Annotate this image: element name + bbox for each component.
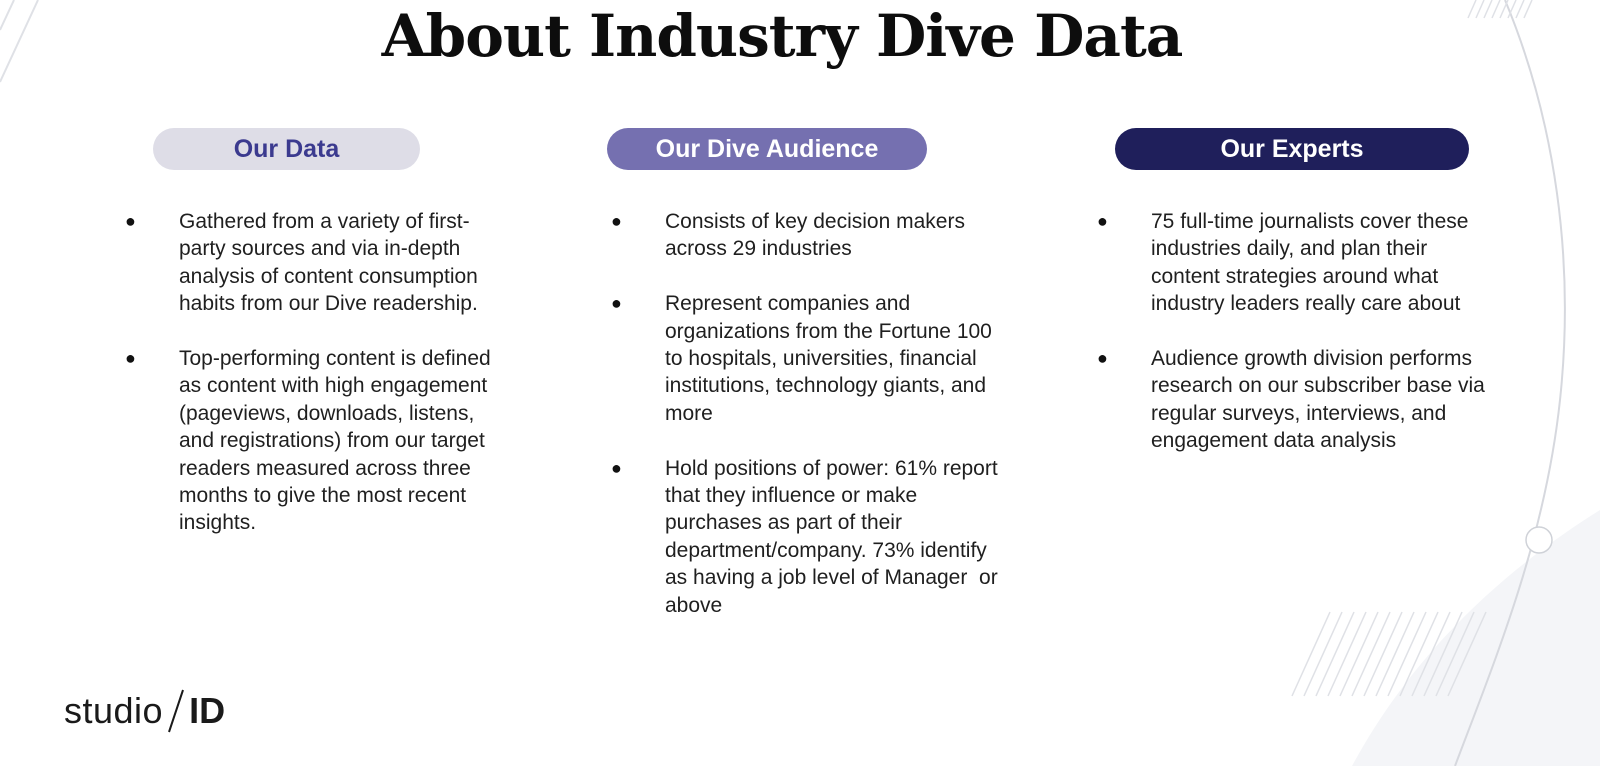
our-dive-audience-heading-pill: Our Dive Audience <box>607 128 927 170</box>
our-dive-audience-list: ● Consists of key decision makers across… <box>611 208 1005 646</box>
studio-id-logo: studio ID <box>64 686 225 736</box>
bullet-text: Audience growth division performs resear… <box>1151 347 1485 453</box>
page-title: About Industry Dive Data <box>381 2 1184 70</box>
logo-wordmark: studio <box>64 690 164 731</box>
bullet-text: 75 full-time journalists cover these ind… <box>1151 210 1469 316</box>
list-item: ● Gathered from a variety of first-party… <box>125 208 509 318</box>
bullet-text: Gathered from a variety of first-party s… <box>179 210 478 316</box>
bullet-icon: ● <box>125 211 136 231</box>
list-item: ● Audience growth division performs rese… <box>1097 345 1501 455</box>
bullet-text: Hold positions of power: 61% report that… <box>665 456 1004 617</box>
our-experts-heading-pill: Our Experts <box>1115 128 1469 170</box>
list-item: ● Represent companies and organizations … <box>611 290 1005 427</box>
bullet-text: Represent companies and organizations fr… <box>665 292 992 425</box>
our-experts-list: ● 75 full-time journalists cover these i… <box>1097 208 1501 482</box>
logo-mark: ID <box>189 690 226 731</box>
bullet-text: Top-performing content is defined as con… <box>179 347 491 535</box>
bullet-icon: ● <box>611 457 622 478</box>
list-item: ● Top-performing content is defined as c… <box>125 345 509 537</box>
our-data-heading-pill: Our Data <box>153 128 420 170</box>
list-item: ● Consists of key decision makers across… <box>611 208 1005 263</box>
bullet-icon: ● <box>1097 348 1108 369</box>
bullet-icon: ● <box>611 293 622 314</box>
our-dive-audience-heading: Our Dive Audience <box>655 134 879 163</box>
our-data-list: ● Gathered from a variety of first-party… <box>125 208 509 564</box>
bullet-text: Consists of key decision makers across 2… <box>665 210 977 261</box>
our-experts-heading: Our Experts <box>1220 134 1364 163</box>
list-item: ● 75 full-time journalists cover these i… <box>1097 208 1501 318</box>
our-data-heading: Our Data <box>233 134 340 163</box>
slash-icon <box>168 689 185 733</box>
bullet-icon: ● <box>611 211 622 231</box>
list-item: ● Hold positions of power: 61% report th… <box>611 455 1005 619</box>
bullet-icon: ● <box>1097 211 1108 231</box>
bullet-icon: ● <box>125 348 136 369</box>
